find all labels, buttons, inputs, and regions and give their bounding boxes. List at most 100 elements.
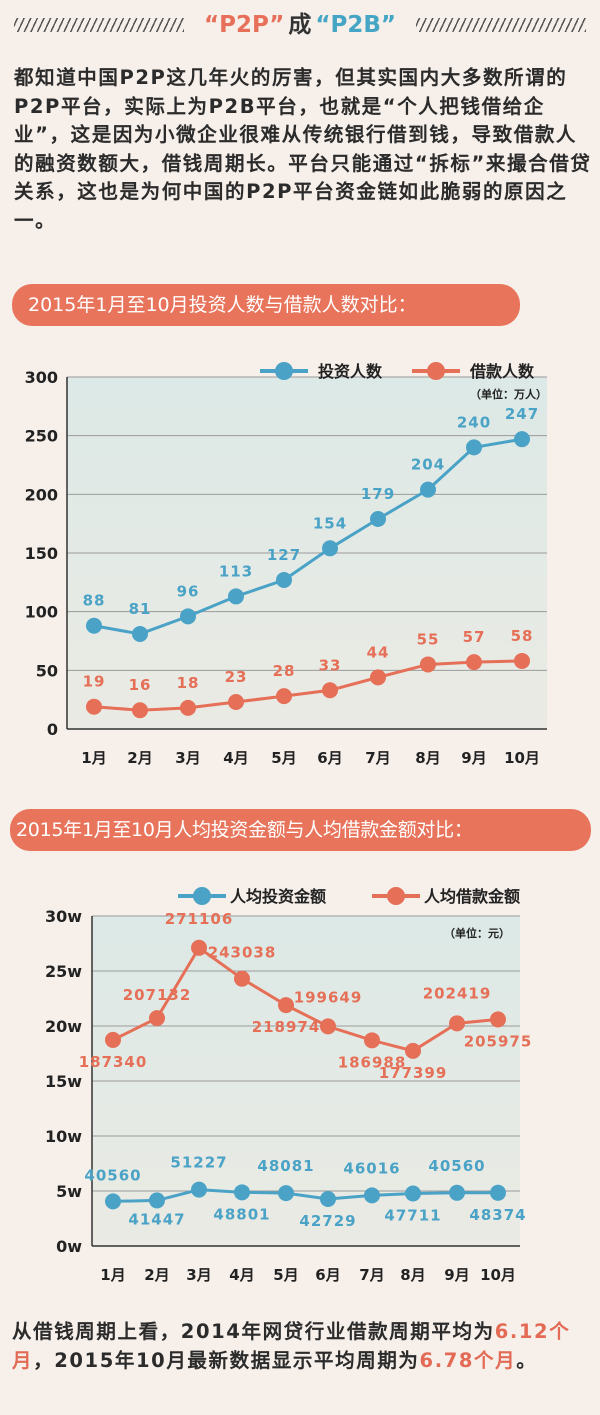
y-tick-label: 50 — [36, 661, 58, 680]
data-label: 18 — [177, 674, 200, 692]
data-label: 127 — [267, 546, 301, 564]
data-label: 42729 — [299, 1212, 356, 1230]
data-point — [514, 431, 530, 447]
unit-note: （单位：元） — [444, 926, 510, 940]
data-point — [370, 511, 386, 527]
data-point — [191, 940, 207, 956]
y-tick-label: 150 — [25, 544, 58, 563]
y-tick-label: 25w — [45, 962, 82, 981]
legend-label: 人均投资金额 — [230, 887, 326, 906]
x-tick-label: 10月 — [504, 749, 540, 767]
x-tick-label: 3月 — [175, 749, 200, 767]
data-label: 51227 — [170, 1154, 227, 1172]
data-label: 48801 — [213, 1205, 270, 1223]
data-point — [149, 1010, 165, 1026]
data-point — [449, 1185, 465, 1201]
chart-per-capita-amounts: 0w 5w 10w 15w 20w 25w 30w 1月 2月 3月 4月 5月 6月 7月 8月 9月 10月… — [0, 865, 600, 1305]
data-label: 202419 — [423, 984, 492, 1002]
data-label: 88 — [83, 592, 106, 610]
chart-investors-borrowers: 0 50 100 150 200 250 300 1月 2月 3月 4月 5月 6月 7月 8月 9月 10月 投… — [0, 340, 600, 780]
data-label: 48081 — [257, 1157, 314, 1175]
data-label: 40560 — [84, 1166, 141, 1184]
title-connector: 成 — [288, 12, 311, 38]
data-point — [105, 1032, 121, 1048]
y-tick-label: 15w — [45, 1072, 82, 1091]
legend-label: 投资人数 — [318, 362, 383, 381]
data-point — [228, 694, 244, 710]
data-point — [490, 1185, 506, 1201]
y-tick-label: 100 — [25, 603, 58, 622]
data-point — [105, 1193, 121, 1209]
legend-marker — [427, 362, 445, 380]
data-point — [278, 997, 294, 1013]
legend-marker — [387, 887, 405, 905]
data-label: 48374 — [469, 1206, 526, 1224]
data-point — [405, 1043, 421, 1059]
data-label: 33 — [319, 656, 342, 674]
x-tick-label: 10月 — [480, 1266, 516, 1284]
data-point — [322, 540, 338, 556]
footer-text-3: 。 — [516, 1349, 537, 1372]
data-label: 177399 — [379, 1064, 448, 1082]
chart1-title-banner: 2015年1月至10月投资人数与借款人数对比： — [12, 284, 520, 326]
page-title: “P2P” 成 “P2B” — [190, 8, 410, 42]
x-tick-label: 1月 — [81, 749, 106, 767]
x-tick-label: 3月 — [186, 1266, 211, 1284]
data-label: 205975 — [464, 1032, 533, 1050]
x-tick-label: 2月 — [127, 749, 152, 767]
footer-text-1: 从借钱周期上看，2014年网贷行业借款周期平均为 — [12, 1320, 495, 1343]
data-label: 23 — [225, 668, 248, 686]
x-tick-label: 4月 — [229, 1266, 254, 1284]
x-tick-label: 2月 — [144, 1266, 169, 1284]
y-tick-label: 300 — [25, 368, 58, 387]
title-p2p: “P2P” — [204, 12, 284, 38]
data-point — [278, 1185, 294, 1201]
data-label: 243038 — [208, 944, 277, 962]
legend-label: 人均借款金额 — [424, 887, 520, 906]
data-point — [180, 700, 196, 716]
x-tick-label: 1月 — [100, 1266, 125, 1284]
data-label: 179 — [361, 485, 395, 503]
data-label: 41447 — [128, 1210, 185, 1228]
x-tick-label: 9月 — [444, 1266, 469, 1284]
data-point — [228, 588, 244, 604]
legend-marker — [193, 887, 211, 905]
x-tick-label: 9月 — [461, 749, 486, 767]
data-label: 187340 — [79, 1053, 148, 1071]
x-tick-label: 8月 — [400, 1266, 425, 1284]
data-point — [191, 1182, 207, 1198]
data-point — [276, 688, 292, 704]
x-tick-label: 6月 — [317, 749, 342, 767]
data-label: 19 — [83, 673, 106, 691]
y-tick-label: 10w — [45, 1127, 82, 1146]
x-tick-label: 7月 — [365, 749, 390, 767]
x-tick-label: 8月 — [415, 749, 440, 767]
footer-paragraph: 从借钱周期上看，2014年网贷行业借款周期平均为6.12个月，2015年10月最… — [12, 1318, 596, 1375]
data-point — [466, 654, 482, 670]
data-point — [364, 1032, 380, 1048]
data-point — [149, 1192, 165, 1208]
data-label: 46016 — [343, 1159, 400, 1177]
data-point — [276, 572, 292, 588]
data-point — [86, 618, 102, 634]
data-point — [466, 439, 482, 455]
data-point — [420, 482, 436, 498]
data-label: 199649 — [294, 988, 363, 1006]
x-tick-label: 5月 — [273, 1266, 298, 1284]
x-tick-label: 6月 — [315, 1266, 340, 1284]
data-label: 57 — [463, 628, 486, 646]
data-point — [132, 626, 148, 642]
data-point — [405, 1186, 421, 1202]
y-tick-label: 20w — [45, 1017, 82, 1036]
data-point — [180, 608, 196, 624]
data-label: 58 — [511, 627, 534, 645]
hatch-decoration-left — [14, 18, 184, 32]
data-point — [514, 653, 530, 669]
data-point — [132, 702, 148, 718]
data-label: 96 — [177, 582, 200, 600]
x-tick-label: 7月 — [359, 1266, 384, 1284]
data-point — [86, 699, 102, 715]
y-tick-label: 5w — [56, 1182, 82, 1201]
data-point — [320, 1018, 336, 1034]
y-tick-label: 0w — [56, 1237, 82, 1256]
